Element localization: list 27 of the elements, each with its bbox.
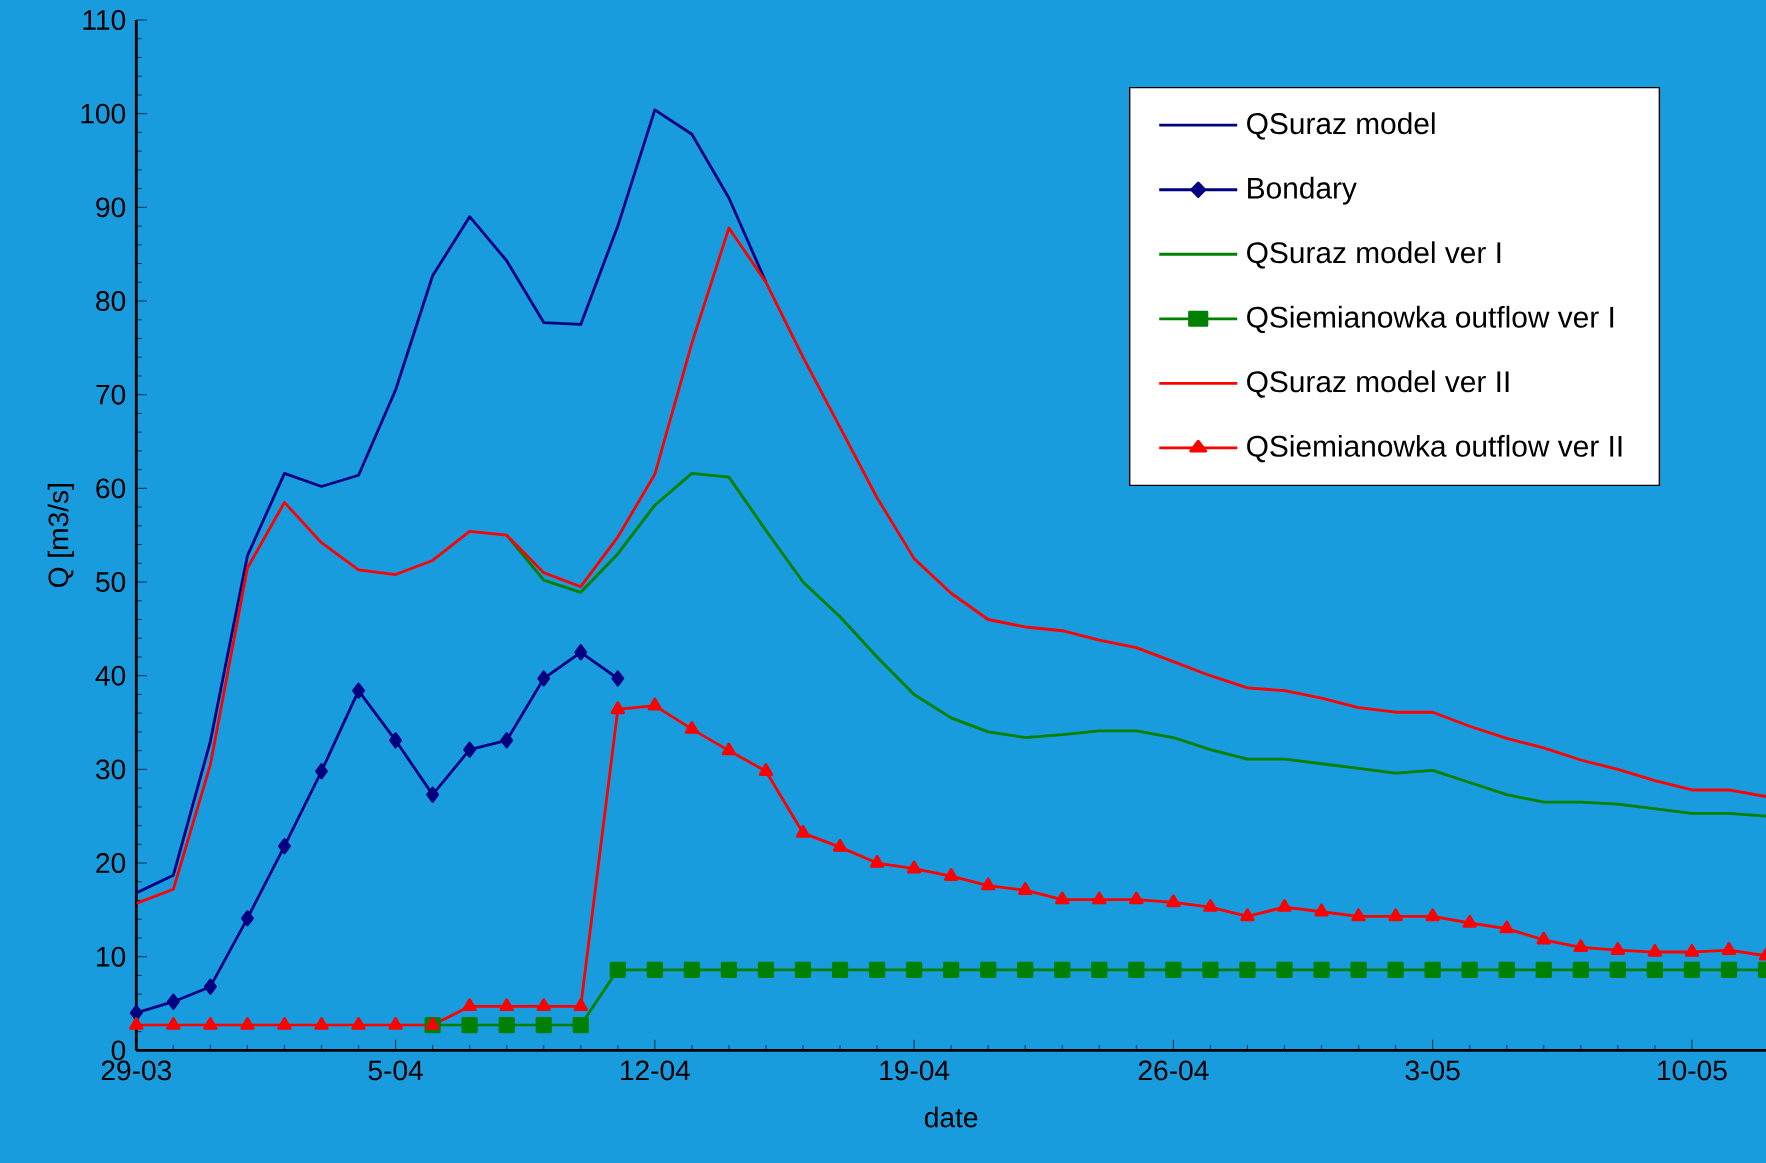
y-axis-title: Q [m3/s] <box>47 484 74 587</box>
x-tick-label: 29-03 <box>101 1060 171 1081</box>
x-tick-label: 12-04 <box>621 1060 690 1081</box>
y-tick-label: 100 <box>81 103 126 124</box>
legend-label: QSiemianowka outflow ver II <box>1247 434 1622 463</box>
y-tick-label: 70 <box>96 384 126 405</box>
x-tick-label: 19-04 <box>880 1060 950 1081</box>
legend-label: QSiemianowka outflow ver I <box>1247 305 1614 334</box>
x-tick-label: 5-04 <box>368 1060 423 1081</box>
legend-label: Bondary <box>1248 176 1357 205</box>
y-tick-label: 0 <box>111 1040 126 1061</box>
y-tick-label: 40 <box>95 665 126 686</box>
legend-label: QSuraz model <box>1247 112 1435 140</box>
y-tick-label: 80 <box>96 291 126 311</box>
y-tick-label: 60 <box>96 478 126 499</box>
x-tick-label: 10-05 <box>1658 1060 1727 1081</box>
x-tick-label: 3-05 <box>1405 1060 1460 1081</box>
legend-label: QSuraz model ver I <box>1247 241 1501 269</box>
x-tick-label: 26-04 <box>1138 1060 1209 1081</box>
x-axis-title: date <box>924 1106 978 1128</box>
y-tick-label: 20 <box>96 853 126 873</box>
y-tick-label: 10 <box>97 946 126 967</box>
y-tick-label: 50 <box>96 572 126 592</box>
y-tick-label: 110 <box>83 10 126 30</box>
legend-label: QSuraz model ver II <box>1247 370 1509 398</box>
y-tick-label: 90 <box>96 197 126 218</box>
y-tick-label: 30 <box>96 759 126 780</box>
